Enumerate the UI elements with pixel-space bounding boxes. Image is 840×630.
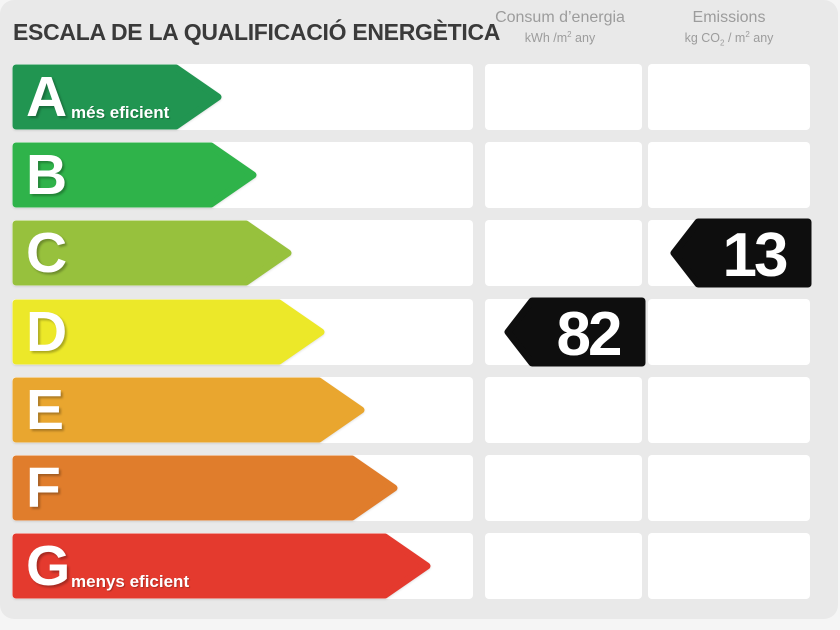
rating-letter-G: G (26, 534, 71, 598)
emissions-value-tag-value: 13 (723, 221, 787, 288)
rating-letter-A: A (26, 65, 68, 129)
consumption-cell-E (485, 377, 642, 443)
emissions-cell-E (648, 377, 810, 443)
rating-letter-C: C (26, 221, 68, 285)
rating-letter-F: F (26, 456, 61, 520)
rating-bar-G (12, 533, 431, 599)
rating-row-F: F (0, 455, 838, 521)
emissions-cell-B (648, 142, 810, 208)
emissions-column-header: Emissions kg CO2 / m2 any (646, 9, 812, 48)
rating-bar-F (12, 455, 398, 521)
rating-bar-B (12, 142, 257, 208)
efficiency-label-A: més eficient (71, 103, 170, 122)
emissions-cell-D (648, 299, 810, 365)
consumption-cell-B (485, 142, 642, 208)
rating-row-E: E (0, 377, 838, 443)
consumption-column-header: Consum d’energia kWh /m2 any (468, 9, 652, 45)
rating-letter-E: E (26, 378, 65, 442)
rating-bar-E (12, 377, 365, 443)
consumption-cell-F (485, 455, 642, 521)
rating-bar-D (12, 299, 325, 365)
consumption-cell-G (485, 533, 642, 599)
consumption-cell-C (485, 220, 642, 286)
efficiency-label-G: menys eficient (71, 572, 190, 591)
rating-letter-D: D (26, 300, 68, 364)
emissions-cell-A (648, 64, 810, 130)
emissions-header-unit: kg CO2 / m2 any (684, 29, 774, 48)
rating-row-C: C 13 (0, 218, 838, 288)
rating-row-B: B (0, 142, 838, 208)
consumption-value-tag: 82 (504, 297, 646, 367)
consumption-header-unit: kWh /m2 any (524, 29, 596, 45)
consumption-cell-A (485, 64, 642, 130)
rating-bar-C (12, 220, 292, 286)
rating-row-D: D 82 (0, 297, 838, 367)
emissions-header-title: Emissions (692, 9, 766, 26)
emissions-cell-F (648, 455, 810, 521)
emissions-value-tag: 13 (670, 218, 812, 288)
consumption-value-tag-value: 82 (557, 300, 620, 367)
emissions-cell-G (648, 533, 810, 599)
rating-letter-B: B (26, 143, 68, 207)
page-title: ESCALA DE LA QUALIFICACIÓ ENERGÈTICA (13, 19, 501, 45)
rating-bar-A (12, 64, 222, 130)
consumption-header-title: Consum d’energia (495, 9, 625, 26)
